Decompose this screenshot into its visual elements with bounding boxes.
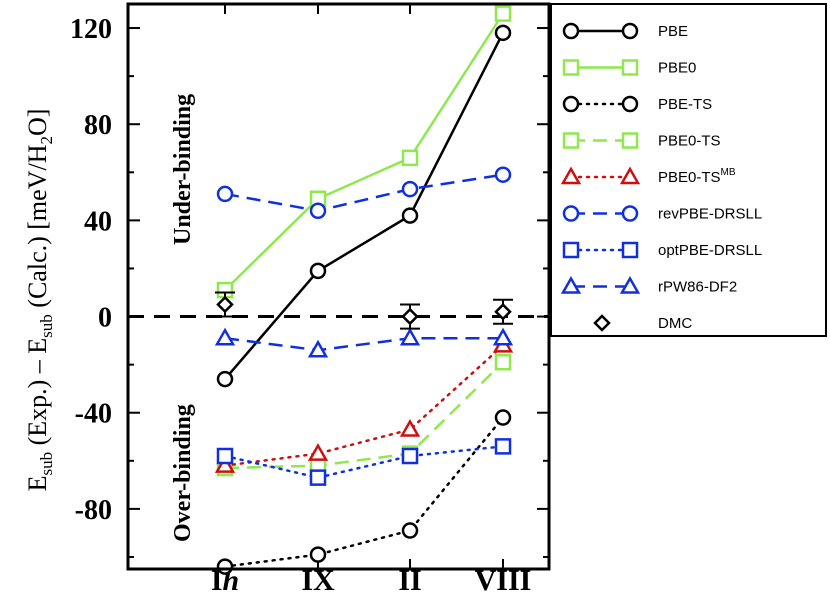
legend-marker: [593, 314, 611, 332]
series-pbe0-ts-mb: [214, 334, 514, 473]
y-tick-label: 80: [84, 110, 112, 141]
legend-marker: [619, 275, 641, 294]
legend-entry-revpbe-drsll: revPBE-DRSLL: [562, 205, 762, 223]
legend-marker: [562, 59, 580, 76]
x-category-label: II: [398, 564, 421, 597]
legend-marker: [619, 166, 641, 185]
legend-marker: [621, 95, 639, 113]
series-line-pbe-ts: [223, 416, 505, 568]
legend-entry-optpbe-drsll: optPBE-DRSLL: [562, 241, 762, 259]
legend-marker: [562, 22, 580, 40]
series-pbe0-ts: [216, 353, 512, 477]
y-tick-label: -40: [75, 399, 112, 430]
data-point-pbe0-ts-mb: [307, 443, 329, 461]
data-point-optpbe-drsll: [494, 438, 512, 455]
series-line-pbe: [224, 32, 505, 380]
x-category-labels: Ih IX II VIII: [211, 564, 532, 597]
legend-entry-pbe-ts: PBE-TS: [562, 95, 712, 113]
data-point-optpbe-drsll: [309, 469, 327, 486]
data-point-revpbe-drsll: [216, 185, 234, 203]
data-point-pbe0: [401, 149, 419, 167]
y-tick-label: -80: [75, 495, 112, 526]
annotation-over-binding: Over-binding: [170, 404, 196, 542]
series-pbe-ts: [216, 409, 512, 575]
y-tick-labels: 120 80 40 0 -40 -80: [70, 14, 112, 526]
data-point-pbe-ts: [216, 558, 234, 575]
annotation-under-binding: Under-binding: [170, 94, 196, 245]
data-point-pbe0: [494, 5, 512, 22]
legend-marker: [562, 95, 580, 113]
data-point-optpbe-drsll: [401, 447, 419, 465]
data-point-dmc: [494, 302, 512, 321]
legend-entry-dmc: DMC: [593, 314, 692, 332]
legend-marker: [621, 205, 639, 222]
legend-marker: [560, 275, 582, 294]
legend-entry-pbe0: PBE0: [562, 59, 696, 77]
data-point-revpbe-drsll: [309, 202, 327, 220]
legend-label: PBE0: [658, 60, 696, 77]
data-point-pbe-ts: [401, 522, 419, 539]
y-tick-label: 120: [70, 14, 112, 45]
legend-label: PBE: [658, 23, 688, 40]
y-tick-label: 40: [84, 206, 112, 237]
series-dmc: [215, 291, 513, 330]
series-revpbe-drsll: [216, 166, 512, 220]
data-point-optpbe-drsll: [216, 447, 234, 465]
data-point-pbe-ts: [494, 409, 512, 426]
legend-label: DMC: [658, 315, 692, 332]
legend-marker: [621, 241, 639, 259]
legend-marker: [562, 132, 580, 149]
data-point-rpw86-df2: [399, 327, 421, 346]
data-point-pbe: [494, 24, 512, 42]
data-point-pbe0-ts-mb: [399, 419, 421, 437]
series-line-pbe0-ts-mb: [223, 344, 505, 467]
data-point-dmc: [401, 307, 419, 326]
data-point-pbe: [309, 262, 327, 280]
legend-label: PBE0-TSMB: [658, 167, 736, 186]
legend-entry-pbe: PBE: [562, 22, 688, 40]
legend-label: PBE0-TS: [658, 133, 721, 150]
y-axis-label: Esub (Exp.) – Esub (Calc.) [meV/H2O]: [23, 109, 56, 492]
legend-entry-pbe0-ts: PBE0-TS: [562, 132, 721, 150]
data-point-pbe: [401, 207, 419, 224]
legend-label: revPBE-DRSLL: [658, 206, 762, 223]
legend-label: optPBE-DRSLL: [658, 242, 762, 259]
legend-entry-rpw86-df2: rPW86-DF2: [560, 275, 737, 296]
plot-frame: [126, 2, 551, 571]
legend-entry-pbe0-ts-mb: PBE0-TSMB: [560, 166, 736, 186]
data-point-pbe-ts: [309, 546, 327, 563]
legend-marker: [621, 59, 639, 76]
legend-marker: [562, 241, 580, 259]
series-line-optpbe-drsll: [223, 445, 505, 479]
data-point-rpw86-df2: [492, 327, 514, 346]
series-pbe0: [216, 5, 512, 299]
data-point-revpbe-drsll: [401, 180, 419, 198]
series-optpbe-drsll: [216, 438, 512, 486]
legend-marker: [562, 205, 580, 222]
legend-label: rPW86-DF2: [658, 279, 737, 296]
series-line-rpw86-df2: [224, 336, 503, 352]
data-point-revpbe-drsll: [494, 166, 512, 183]
series-layer: [214, 5, 514, 575]
series-pbe: [216, 24, 512, 388]
legend-label: PBE-TS: [658, 96, 712, 113]
legend-marker: [621, 22, 639, 40]
series-rpw86-df2: [214, 327, 514, 358]
y-tick-label: 0: [98, 303, 112, 334]
legend: PBE PBE0 PBE-TS PBE0-TS PBE0-TSMB revPBE-DRSL…: [560, 22, 762, 332]
data-point-pbe0-ts-mb: [214, 455, 236, 473]
data-point-pbe0-ts: [494, 353, 512, 371]
series-line-pbe0: [224, 12, 505, 291]
data-point-rpw86-df2: [307, 339, 329, 358]
legend-marker: [560, 166, 582, 185]
legend-marker: [621, 132, 639, 149]
series-line-pbe0-ts: [224, 361, 504, 470]
data-point-dmc: [216, 295, 234, 314]
legend-box: [550, 3, 827, 337]
data-point-rpw86-df2: [214, 327, 236, 346]
data-point-pbe: [216, 370, 234, 388]
series-line-revpbe-drsll: [224, 173, 504, 213]
